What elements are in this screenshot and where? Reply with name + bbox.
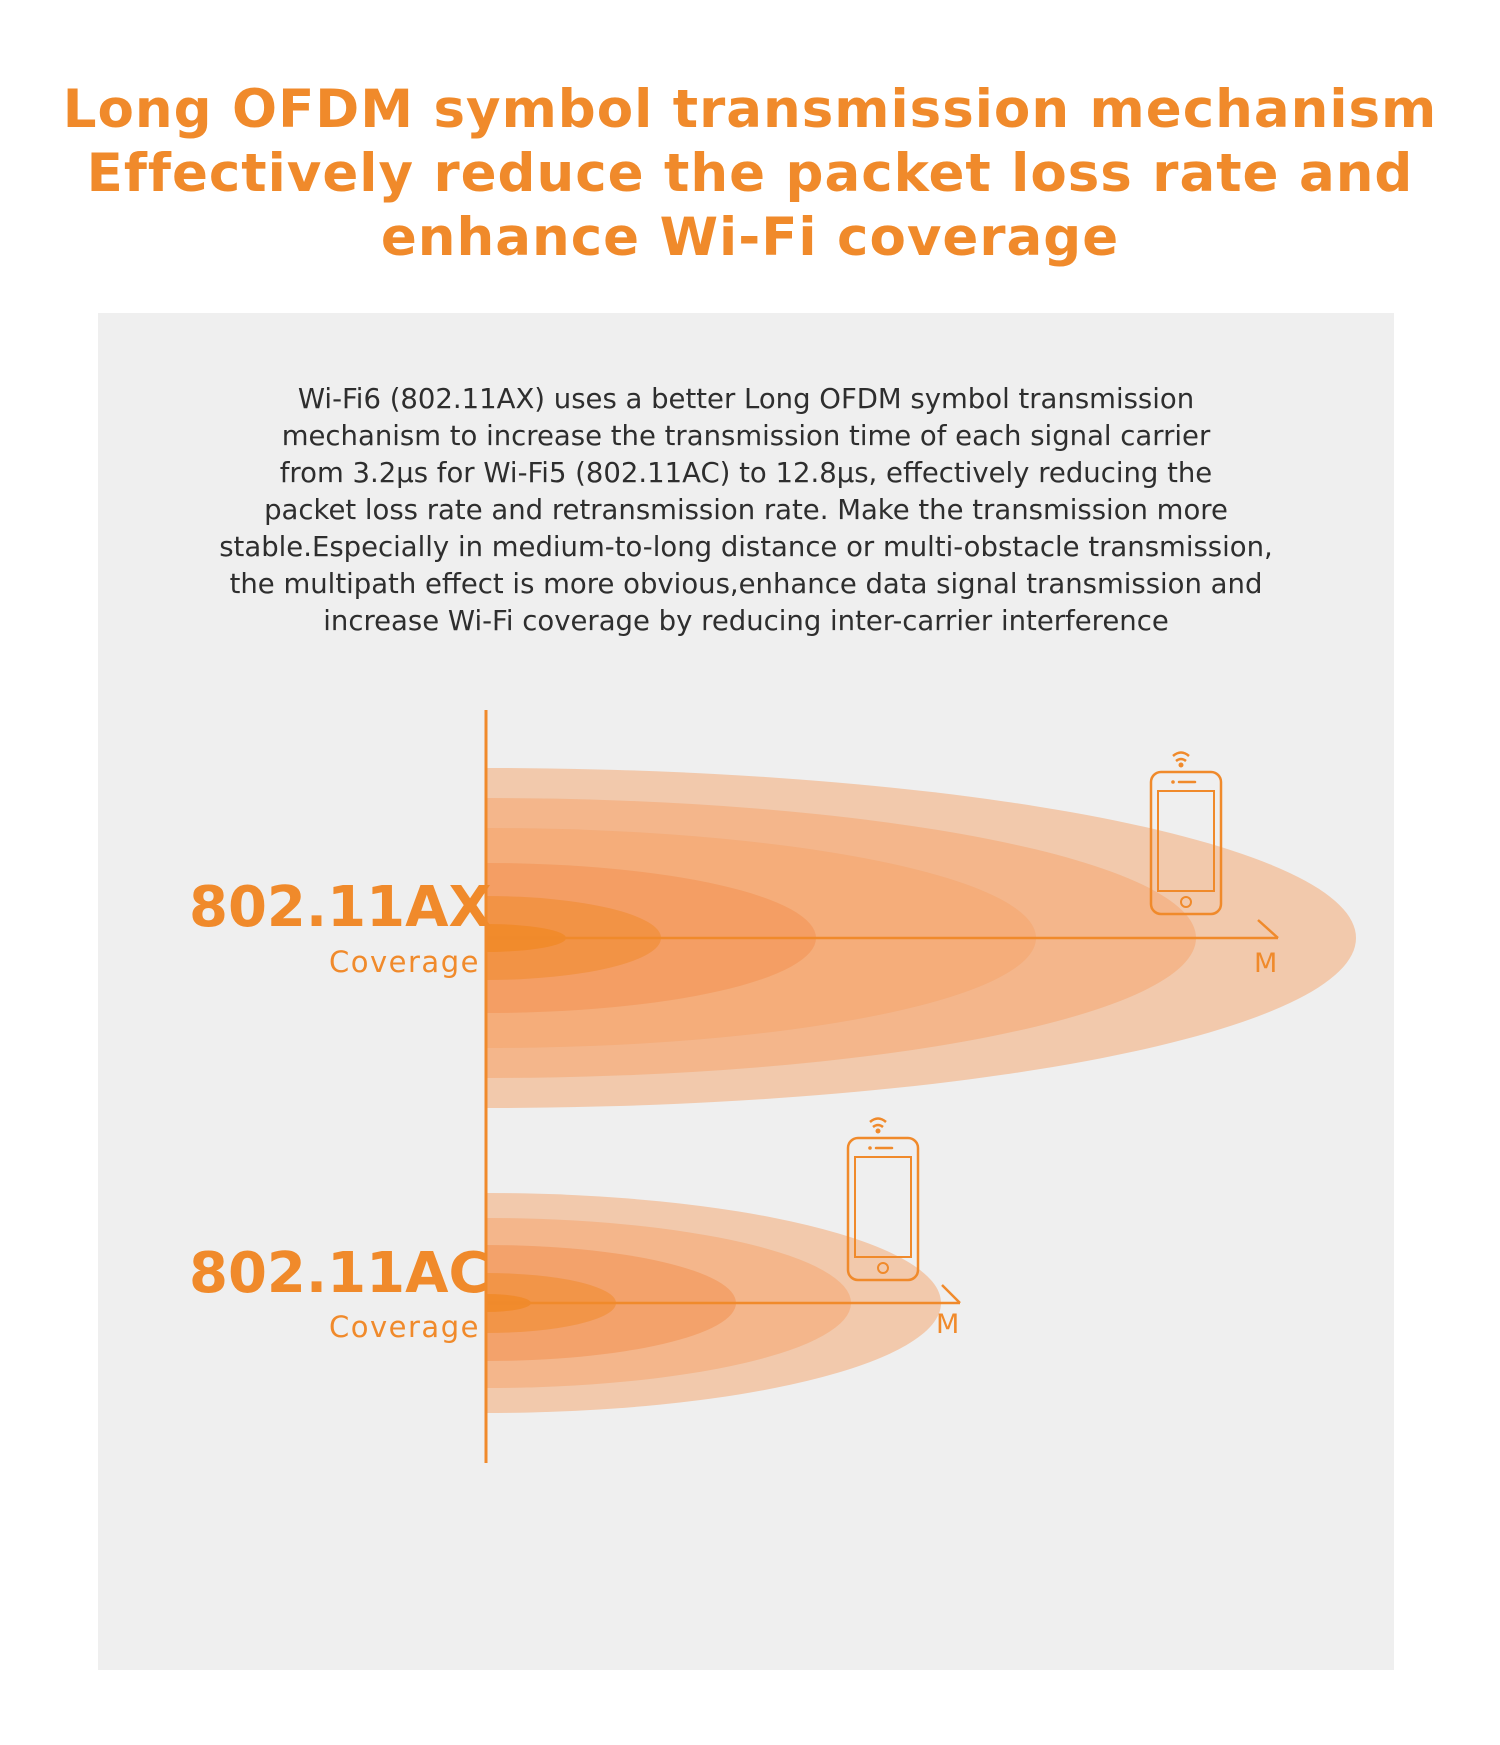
wifi-arc-inner bbox=[1175, 757, 1187, 763]
description-line-3: from 3.2μs for Wi-Fi5 (802.11AC) to 12.8… bbox=[279, 457, 1213, 489]
ax-distance-axis bbox=[486, 919, 1279, 940]
smartphone-wifi-icon bbox=[846, 1117, 920, 1282]
ac-axis-arrowhead bbox=[941, 1284, 961, 1304]
description-line-1: Wi-Fi6 (802.11AX) uses a better Long OFD… bbox=[297, 383, 1195, 415]
description-line-5: stable.Especially in medium-to-long dist… bbox=[219, 531, 1273, 563]
ax-coverage-caption: Coverage bbox=[329, 945, 480, 979]
page-headline: Long OFDM symbol transmission mechanism … bbox=[0, 78, 1500, 270]
ax-axis-arrowhead bbox=[1257, 919, 1279, 939]
smartphone-wifi-icon bbox=[1149, 751, 1223, 916]
ax-distance-unit: M bbox=[1254, 948, 1278, 979]
wifi-arc-outer bbox=[869, 1117, 887, 1123]
ac-coverage-caption: Coverage bbox=[329, 1310, 480, 1344]
description-line-7: increase Wi-Fi coverage by reducing inte… bbox=[323, 605, 1169, 637]
wifi-arc-inner bbox=[872, 1123, 884, 1129]
coverage-diagram bbox=[484, 710, 1356, 1463]
phone-body bbox=[1149, 770, 1223, 916]
headline-line-2: Effectively reduce the packet loss rate … bbox=[86, 143, 1414, 204]
phone-screen bbox=[854, 1156, 912, 1258]
description-line-4: packet loss rate and retransmission rate… bbox=[264, 494, 1228, 526]
phone-camera bbox=[868, 1146, 872, 1150]
ax-standard-label: 802.11AX bbox=[189, 875, 492, 940]
phone-home-button bbox=[1180, 896, 1192, 908]
ac-distance-unit: M bbox=[936, 1309, 960, 1340]
ac-standard-label: 802.11AC bbox=[189, 1241, 490, 1306]
phone-camera bbox=[1171, 780, 1175, 784]
wifi-arc-outer bbox=[1172, 751, 1190, 757]
wifi-dot bbox=[1178, 762, 1184, 768]
phone-body bbox=[846, 1136, 920, 1282]
description-line-2: mechanism to increase the transmission t… bbox=[281, 420, 1211, 452]
headline-line-1: Long OFDM symbol transmission mechanism bbox=[62, 79, 1438, 140]
wifi-dot bbox=[875, 1128, 881, 1134]
ac-distance-axis bbox=[486, 1284, 961, 1305]
diagram-panel: Wi-Fi6 (802.11AX) uses a better Long OFD… bbox=[98, 313, 1394, 1670]
phone-screen bbox=[1157, 790, 1215, 892]
description-line-6: the multipath effect is more obvious,enh… bbox=[229, 568, 1263, 600]
headline-line-3: enhance Wi-Fi coverage bbox=[380, 207, 1120, 268]
description-paragraph: Wi-Fi6 (802.11AX) uses a better Long OFD… bbox=[158, 381, 1334, 640]
phone-home-button bbox=[877, 1262, 889, 1274]
